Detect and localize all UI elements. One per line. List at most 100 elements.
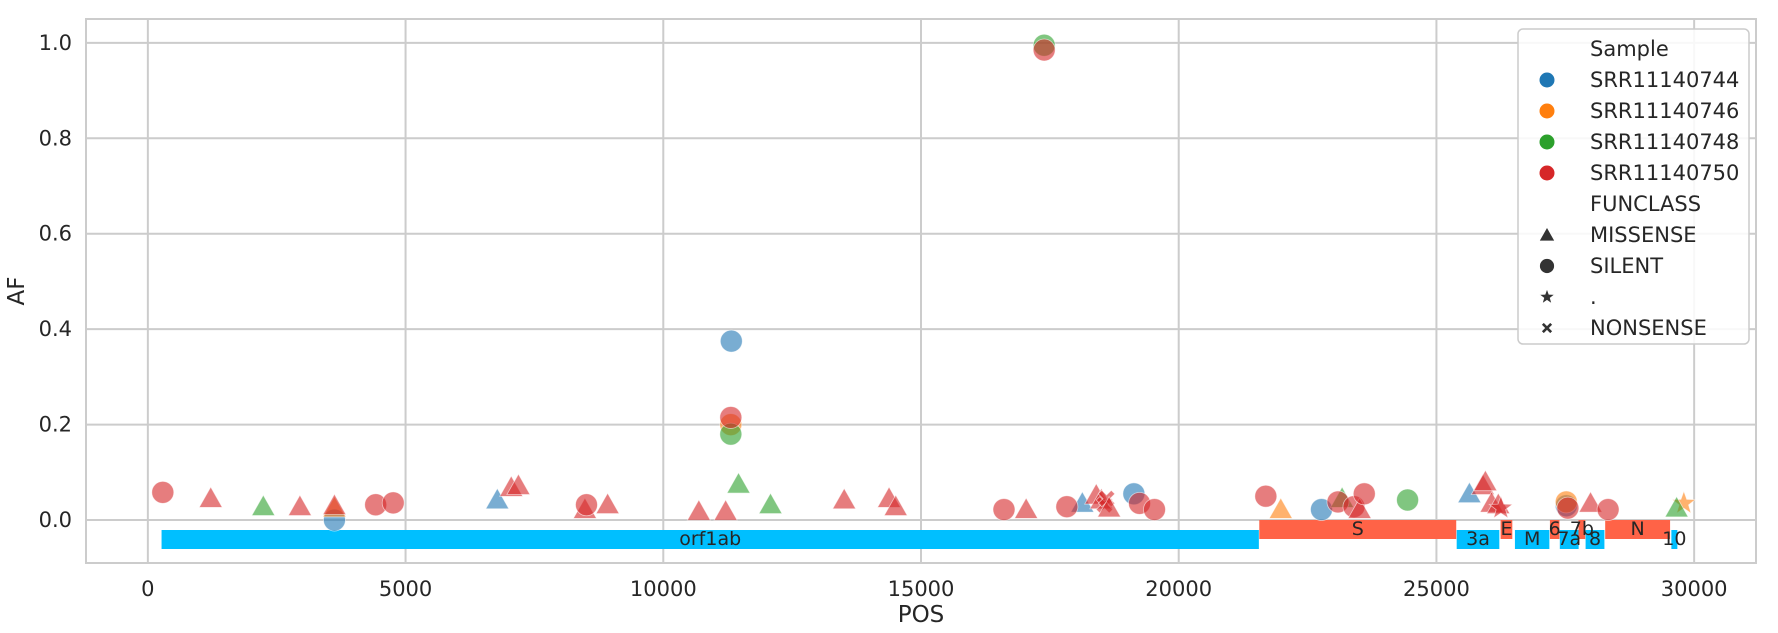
y-tick-label: 1.0 xyxy=(39,31,72,55)
data-point xyxy=(198,486,223,508)
data-point xyxy=(1664,495,1689,518)
data-point xyxy=(758,492,783,514)
gene-label: 10 xyxy=(1662,528,1686,550)
gene-label: N xyxy=(1631,518,1645,540)
data-point xyxy=(1013,497,1039,519)
data-points xyxy=(151,33,1697,532)
gene-label: E xyxy=(1500,518,1512,540)
gene-label: 7a xyxy=(1557,528,1581,550)
data-point xyxy=(1347,497,1372,519)
data-point xyxy=(151,480,175,504)
data-point xyxy=(726,471,751,494)
data-point xyxy=(1055,495,1079,519)
legend: Sample SRR11140744 SRR11140746 SRR11140748 S… xyxy=(1517,28,1750,345)
gene-label: orf1ab xyxy=(679,528,741,550)
data-point xyxy=(883,494,908,516)
legend-marker xyxy=(1539,103,1555,119)
data-point xyxy=(1143,498,1166,521)
data-point xyxy=(251,494,276,516)
data-point xyxy=(1096,495,1122,518)
legend-entry: SRR11140744 xyxy=(1590,68,1739,92)
gene-block xyxy=(1549,520,1560,539)
data-point xyxy=(1556,496,1580,520)
data-point xyxy=(1032,38,1056,62)
x-tick-label: 25000 xyxy=(1403,577,1470,601)
gene-block xyxy=(1500,520,1513,539)
legend-entry: SRR11140748 xyxy=(1590,130,1739,154)
legend-entry: SRR11140750 xyxy=(1590,161,1739,185)
gene-label: 6 xyxy=(1549,518,1561,540)
data-point xyxy=(713,499,738,521)
data-point xyxy=(575,493,598,517)
legend-marker xyxy=(1539,72,1555,88)
y-tick-label: 0.8 xyxy=(39,126,72,150)
legend-entry: SILENT xyxy=(1590,254,1663,278)
gene-block xyxy=(1605,520,1671,539)
x-tick-label: 5000 xyxy=(379,577,432,601)
data-point xyxy=(1578,490,1603,513)
gene-label: 8 xyxy=(1589,528,1601,550)
y-tick-label: 0.6 xyxy=(39,222,72,246)
legend-marker xyxy=(1538,287,1556,305)
data-point xyxy=(485,487,510,510)
x-tick-label: 30000 xyxy=(1661,577,1728,601)
legend-marker xyxy=(1539,134,1555,150)
gene-label: S xyxy=(1352,518,1364,540)
gene-label: M xyxy=(1524,528,1540,550)
data-point xyxy=(287,494,313,516)
x-tick-label: 0 xyxy=(141,577,154,601)
data-point xyxy=(1254,484,1278,508)
y-tick-label: 0.0 xyxy=(39,508,72,532)
gene-block xyxy=(1671,530,1678,549)
legend-marker xyxy=(1538,226,1556,242)
plot-frame xyxy=(85,18,1757,564)
data-point xyxy=(381,491,405,515)
legend-title-sample: Sample xyxy=(1590,37,1669,61)
data-point xyxy=(831,487,857,510)
data-point xyxy=(1488,494,1514,519)
gene-block xyxy=(1514,530,1550,549)
gene-block xyxy=(1585,530,1605,549)
gene-block xyxy=(1456,530,1500,549)
x-ticks: 0 5000 10000 15000 20000 25000 30000 xyxy=(141,577,1727,601)
data-point xyxy=(1596,498,1620,521)
gene-block xyxy=(1559,530,1579,549)
x-tick-label: 20000 xyxy=(1145,577,1212,601)
y-tick-label: 0.4 xyxy=(39,317,72,341)
data-point xyxy=(719,329,743,353)
legend-marker xyxy=(1539,165,1555,181)
legend-entry: NONSENSE xyxy=(1590,316,1707,340)
data-point xyxy=(1473,469,1498,492)
data-point xyxy=(322,493,347,515)
legend-box xyxy=(1517,28,1750,345)
gene-block xyxy=(161,530,1259,549)
data-point xyxy=(1352,482,1376,506)
data-point xyxy=(595,492,620,514)
data-point xyxy=(506,473,531,495)
legend-marker xyxy=(1540,321,1554,335)
data-point xyxy=(992,498,1016,521)
gene-label: 7b xyxy=(1570,518,1594,540)
legend-title-funclass: FUNCLASS xyxy=(1590,192,1701,216)
y-tick-label: 0.2 xyxy=(39,413,72,437)
y-axis-label: AF xyxy=(4,277,30,306)
gene-label: 3a xyxy=(1466,528,1490,550)
x-tick-label: 15000 xyxy=(888,577,955,601)
legend-entry: . xyxy=(1590,285,1597,309)
legend-entry: SRR11140746 xyxy=(1590,99,1739,123)
data-point xyxy=(719,406,743,429)
data-point xyxy=(1396,488,1419,512)
legend-entry: MISSENSE xyxy=(1590,223,1697,247)
x-tick-label: 10000 xyxy=(630,577,697,601)
y-ticks: 0.0 0.2 0.4 0.6 0.8 1.0 xyxy=(39,31,72,532)
x-axis-label: POS xyxy=(898,602,945,628)
grid xyxy=(86,19,1756,563)
data-point xyxy=(686,499,712,521)
data-point xyxy=(1268,497,1294,519)
gene-block xyxy=(1259,520,1457,539)
gene-block xyxy=(1578,520,1586,539)
legend-marker xyxy=(1539,258,1555,274)
